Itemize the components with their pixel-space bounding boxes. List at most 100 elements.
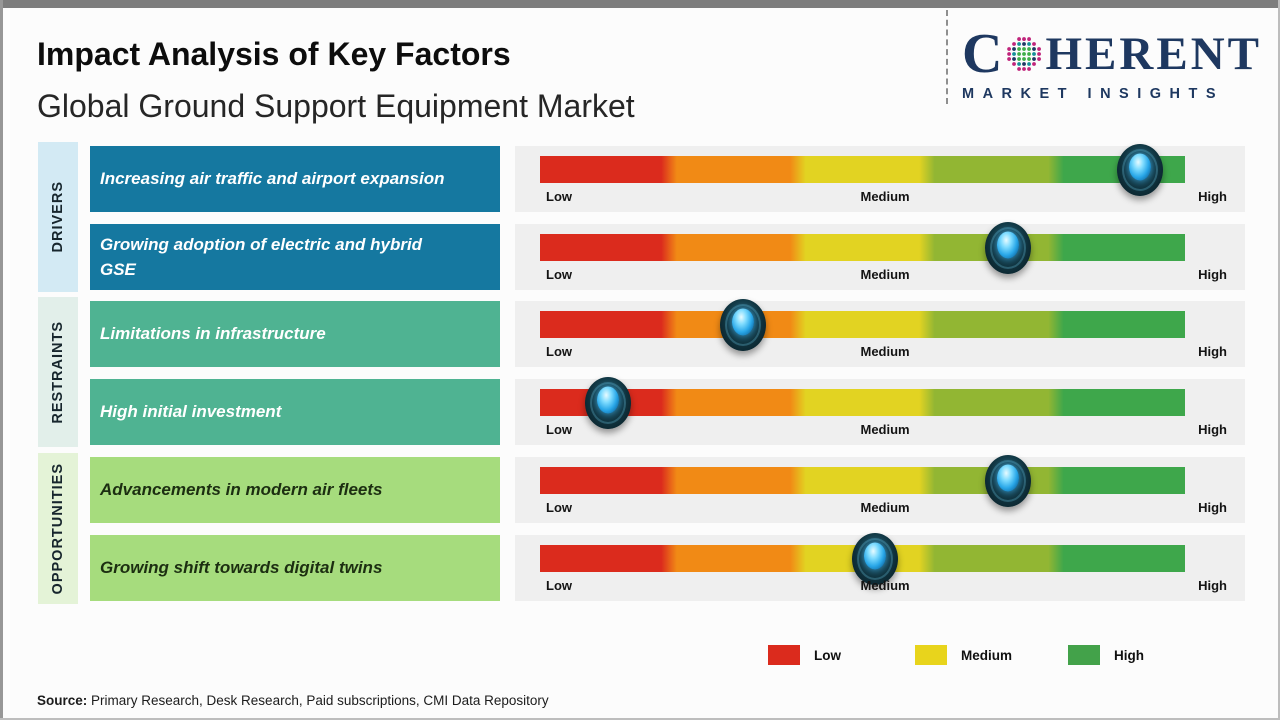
impact-marker-core <box>996 464 1019 492</box>
factor-box: Growing shift towards digital twins <box>90 535 500 601</box>
factor-text: Growing adoption of electric and hybrid … <box>100 234 423 280</box>
page-subtitle: Global Ground Support Equipment Market <box>37 88 635 124</box>
scale-label-low: Low <box>546 267 572 282</box>
factor-box: High initial investment <box>90 379 500 445</box>
factor-row: Growing shift towards digital twins Low … <box>90 532 1245 601</box>
factor-text: Limitations in infrastructure <box>100 324 326 344</box>
scale-labels: Low Medium High <box>546 267 1227 282</box>
impact-scale-bar <box>540 376 1185 429</box>
scale-label-medium: Medium <box>860 189 910 204</box>
impact-scale-panel: Low Medium High <box>515 532 1245 601</box>
impact-scale-panel: Low Medium High <box>515 454 1245 523</box>
factor-text: Advancements in modern air fleets <box>100 480 383 500</box>
brand-letter-c: C <box>962 23 1003 85</box>
impact-marker <box>1116 143 1163 196</box>
scale-labels: Low Medium High <box>546 500 1227 515</box>
impact-scale-bar <box>540 532 1185 585</box>
factor-box: Increasing air traffic and airport expan… <box>90 146 500 212</box>
scale-label-low: Low <box>546 422 572 437</box>
scale-labels: Low Medium High <box>546 344 1227 359</box>
source-text: Primary Research, Desk Research, Paid su… <box>87 693 549 708</box>
scale-label-high: High <box>1198 500 1227 515</box>
scale-label-medium: Medium <box>860 267 910 282</box>
scale-label-high: High <box>1198 189 1227 204</box>
scale-label-medium: Medium <box>860 422 910 437</box>
scale-label-medium: Medium <box>860 578 910 593</box>
page-title: Impact Analysis of Key Factors <box>37 36 511 72</box>
impact-marker-core <box>996 231 1019 259</box>
legend-item: Low <box>768 645 841 665</box>
scale-labels: Low Medium High <box>546 189 1227 204</box>
impact-scale-bar <box>540 298 1185 351</box>
scale-label-high: High <box>1198 578 1227 593</box>
source-note: Source: Primary Research, Desk Research,… <box>37 693 549 708</box>
legend-swatch-medium <box>915 645 947 665</box>
impact-marker <box>984 454 1031 507</box>
group-section-drivers: DRIVERS Increasing air traffic and airpo… <box>38 142 1245 292</box>
group-label-strip: RESTRAINTS <box>38 297 78 447</box>
slide-left-border <box>0 0 3 720</box>
slide-bottom-border <box>0 718 1280 720</box>
logo-divider <box>946 10 948 104</box>
impact-marker-core <box>864 542 887 570</box>
impact-scale-panel: Low Medium High <box>515 376 1245 445</box>
legend-item: Medium <box>915 645 1012 665</box>
group-label-strip: OPPORTUNITIES <box>38 453 78 604</box>
impact-scale-bar <box>540 221 1185 274</box>
impact-scale-panel: Low Medium High <box>515 221 1245 290</box>
impact-scale-bar <box>540 143 1185 196</box>
brand-globe-icon <box>1007 37 1042 71</box>
impact-marker-core <box>1128 153 1151 181</box>
legend-label: Low <box>814 647 841 663</box>
factor-row: Growing adoption of electric and hybrid … <box>90 221 1245 290</box>
group-label-strip: DRIVERS <box>38 142 78 292</box>
group-label: RESTRAINTS <box>50 320 66 424</box>
slide-top-border <box>0 0 1280 8</box>
legend-swatch-high <box>1068 645 1100 665</box>
factor-box: Advancements in modern air fleets <box>90 457 500 523</box>
brand-letters-rest: HERENT <box>1045 27 1262 80</box>
factor-text: High initial investment <box>100 402 282 422</box>
group-section-restraints: RESTRAINTS Limitations in infrastructure… <box>38 297 1245 447</box>
scale-label-medium: Medium <box>860 500 910 515</box>
factor-row: Increasing air traffic and airport expan… <box>90 143 1245 212</box>
scale-label-low: Low <box>546 500 572 515</box>
group-label: OPPORTUNITIES <box>50 462 66 595</box>
impact-scale-bar <box>540 454 1185 507</box>
scale-label-low: Low <box>546 344 572 359</box>
scale-label-high: High <box>1198 344 1227 359</box>
scale-label-high: High <box>1198 267 1227 282</box>
impact-scale-panel: Low Medium High <box>515 298 1245 367</box>
brand-wordmark: C HERENT <box>962 26 1262 82</box>
impact-marker <box>984 221 1031 274</box>
group-label: DRIVERS <box>50 181 66 253</box>
factor-box: Growing adoption of electric and hybrid … <box>90 224 500 290</box>
scale-labels: Low Medium High <box>546 578 1227 593</box>
brand-logo: C HERENT MARKET INSIGHTS <box>962 26 1262 102</box>
legend-label: High <box>1114 647 1144 663</box>
scale-label-high: High <box>1198 422 1227 437</box>
factor-row: Limitations in infrastructure Low Medium… <box>90 298 1245 367</box>
group-section-opportunities: OPPORTUNITIES Advancements in modern air… <box>38 453 1245 604</box>
impact-marker <box>584 376 631 429</box>
impact-scale-panel: Low Medium High <box>515 143 1245 212</box>
scale-label-low: Low <box>546 189 572 204</box>
impact-marker <box>852 532 899 585</box>
factor-text: Increasing air traffic and airport expan… <box>100 169 445 189</box>
impact-marker <box>720 298 767 351</box>
factor-text: Growing shift towards digital twins <box>100 558 383 578</box>
brand-tagline: MARKET INSIGHTS <box>962 86 1225 102</box>
legend-item: High <box>1068 645 1144 665</box>
impact-marker-core <box>596 386 619 414</box>
scale-labels: Low Medium High <box>546 422 1227 437</box>
slide-right-border <box>1278 0 1280 720</box>
factor-box: Limitations in infrastructure <box>90 301 500 367</box>
scale-label-medium: Medium <box>860 344 910 359</box>
factor-row: Advancements in modern air fleets Low Me… <box>90 454 1245 523</box>
impact-marker-core <box>732 308 755 336</box>
scale-label-low: Low <box>546 578 572 593</box>
legend-swatch-low <box>768 645 800 665</box>
factor-row: High initial investment Low Medium High <box>90 376 1245 445</box>
source-prefix: Source: <box>37 693 88 708</box>
